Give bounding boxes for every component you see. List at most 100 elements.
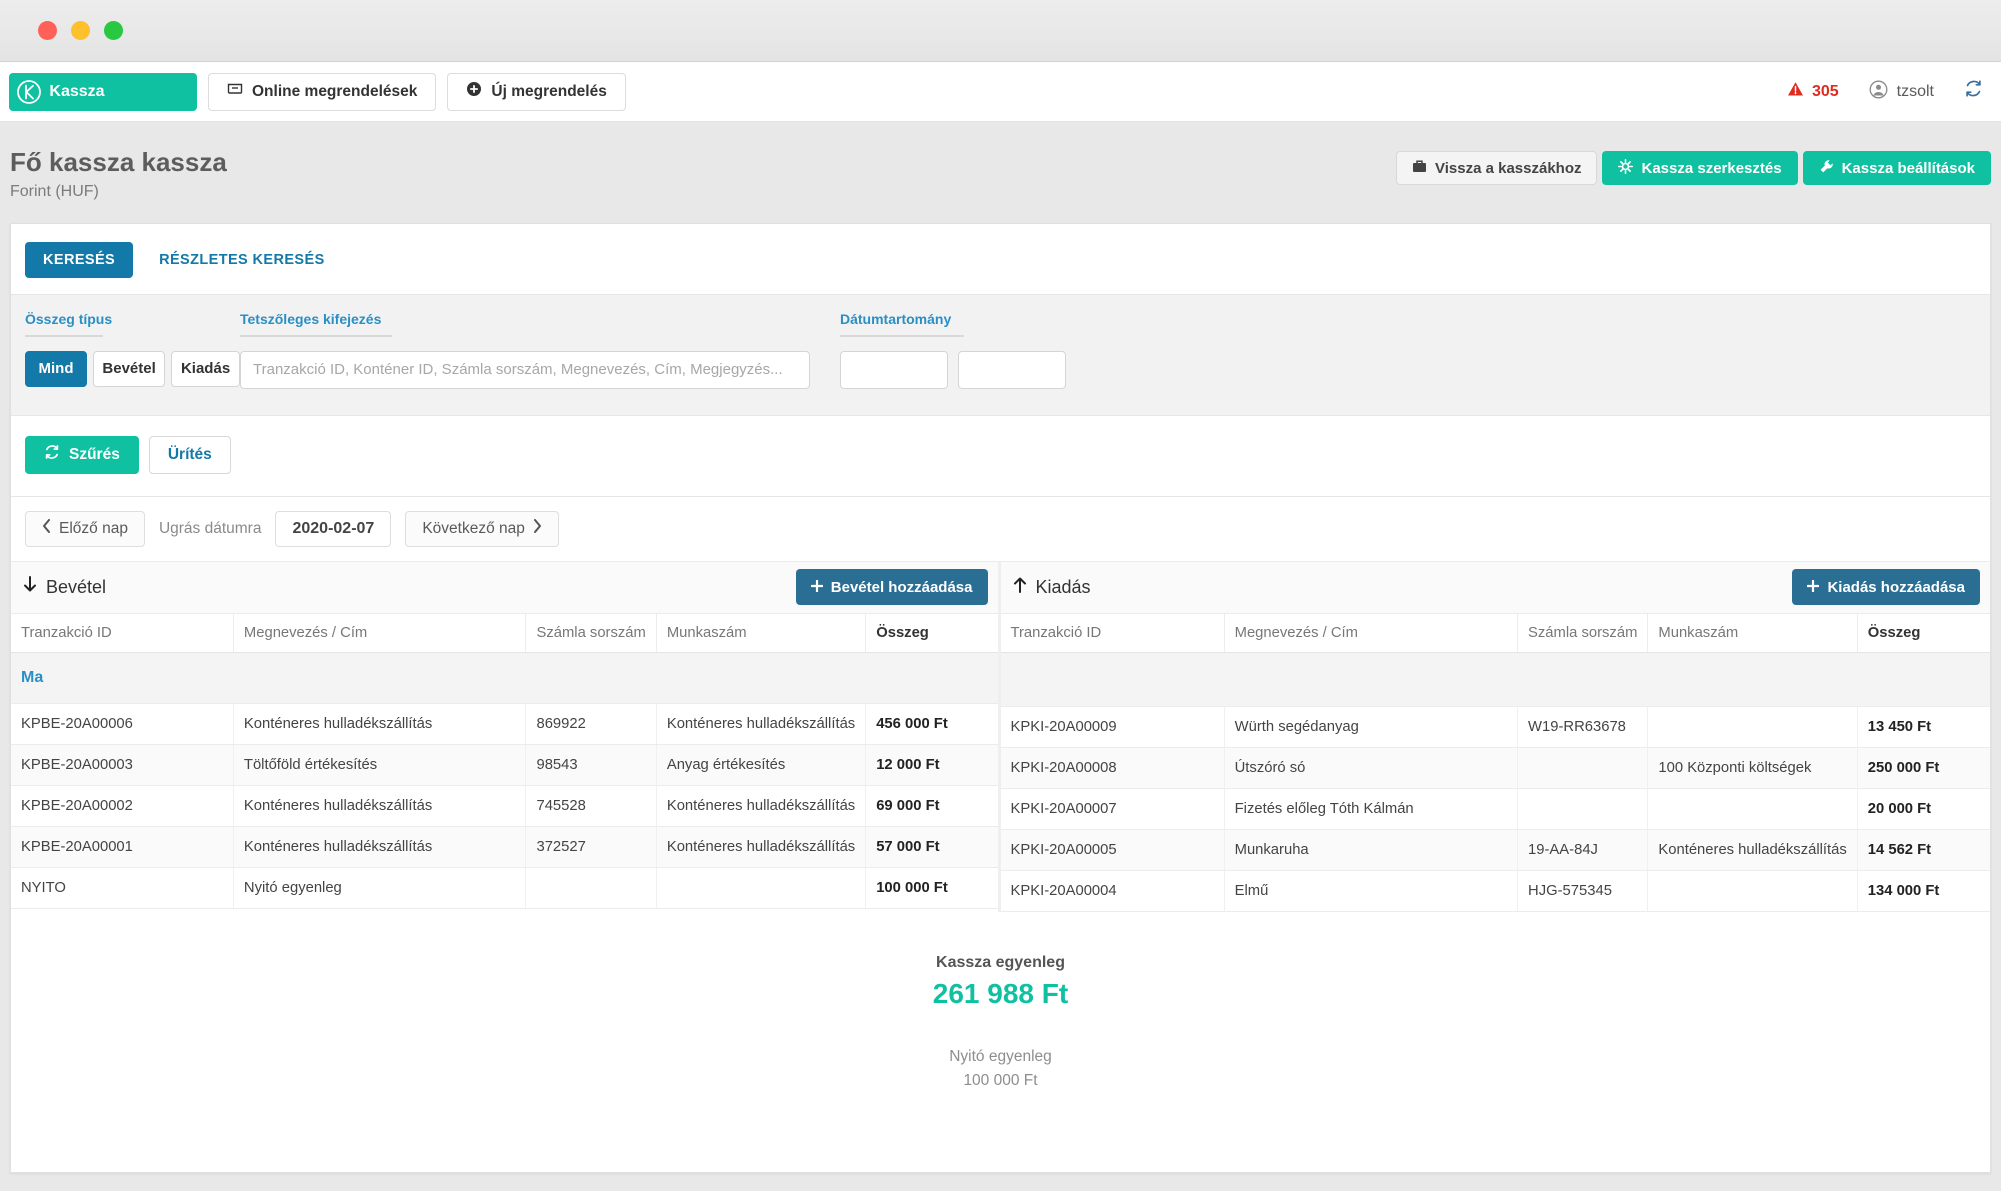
date-picker-field[interactable]: 2020-02-07 xyxy=(275,510,392,547)
table-row[interactable]: KPKI-20A00007 Fizetés előleg Tóth Kálmán… xyxy=(1000,788,1990,830)
arrow-up-icon xyxy=(1013,576,1027,598)
inbox-icon xyxy=(227,82,243,102)
arrow-down-icon xyxy=(23,576,37,598)
next-day-button[interactable]: Következő nap xyxy=(405,510,559,547)
search-tabs: KERESÉS RÉSZLETES KERESÉS xyxy=(11,224,1990,294)
window-maximize-button[interactable] xyxy=(104,21,123,40)
previous-day-label: Előző nap xyxy=(59,519,128,537)
col-name-address: Megnevezés / Cím xyxy=(1224,613,1519,653)
cell-amount: 13 450 Ft xyxy=(1857,706,1990,748)
search-input[interactable] xyxy=(240,350,810,389)
income-table: Tranzakció ID Megnevezés / Cím Számla so… xyxy=(11,613,998,909)
user-menu[interactable]: tzsolt xyxy=(1869,80,1934,104)
tab-search[interactable]: KERESÉS xyxy=(25,241,134,278)
cell-invoice xyxy=(1517,788,1649,830)
cell-transaction-id: KPBE-20A00003 xyxy=(11,744,234,786)
income-group-header: Ma xyxy=(11,652,998,704)
cashdesk-settings-button[interactable]: Kassza beállítások xyxy=(1802,151,1991,185)
cell-amount: 57 000 Ft xyxy=(865,826,998,868)
add-expense-button[interactable]: Kiadás hozzáadása xyxy=(1792,569,1980,605)
filter-button[interactable]: Szűrés xyxy=(25,435,139,474)
expense-group-label xyxy=(1000,652,1990,707)
table-row[interactable]: KPBE-20A00001 Konténeres hulladékszállít… xyxy=(11,826,998,868)
cell-transaction-id: KPBE-20A00006 xyxy=(11,703,234,745)
warning-badge[interactable]: 305 xyxy=(1787,81,1839,102)
amount-type-segmented: Mind Bevétel Kiadás xyxy=(25,350,240,387)
back-to-cashdesks-button[interactable]: Vissza a kasszákhoz xyxy=(1396,151,1598,185)
cell-amount: 134 000 Ft xyxy=(1857,870,1990,912)
refresh-icon[interactable] xyxy=(1964,79,1983,104)
add-income-button[interactable]: Bevétel hozzáadása xyxy=(795,569,988,605)
table-row[interactable]: KPBE-20A00002 Konténeres hulladékszállít… xyxy=(11,785,998,827)
date-from-input[interactable] xyxy=(840,350,948,389)
table-row[interactable]: KPBE-20A00003 Töltőföld értékesítés 9854… xyxy=(11,744,998,786)
cell-transaction-id: KPBE-20A00001 xyxy=(11,826,234,868)
chevron-right-icon xyxy=(533,519,542,538)
clear-button[interactable]: Ürítés xyxy=(148,435,231,474)
cell-transaction-id: KPKI-20A00004 xyxy=(1000,870,1225,912)
page-header-titles: Fő kassza kassza Forint (HUF) xyxy=(10,146,227,201)
amount-type-expense[interactable]: Kiadás xyxy=(171,350,240,387)
table-row[interactable]: KPBE-20A00006 Konténeres hulladékszállít… xyxy=(11,703,998,745)
amount-type-income[interactable]: Bevétel xyxy=(93,350,166,387)
cell-job: Konténeres hulladékszállítás xyxy=(656,785,867,827)
cell-invoice: 372527 xyxy=(525,826,657,868)
briefcase-icon xyxy=(1412,159,1427,177)
expense-group-header xyxy=(1000,652,1990,707)
page-header: Fő kassza kassza Forint (HUF) Vissza a k… xyxy=(0,122,2001,223)
cell-amount: 14 562 Ft xyxy=(1857,829,1990,871)
filter-button-label: Szűrés xyxy=(69,445,120,463)
filter-free-text-label: Tetszőleges kifejezés xyxy=(240,310,382,327)
table-row[interactable]: KPKI-20A00005 Munkaruha 19-AA-84J Kontén… xyxy=(1000,829,1990,871)
filter-date-range: Dátumtartomány xyxy=(840,311,1066,389)
warning-count: 305 xyxy=(1811,82,1839,100)
plus-circle-icon xyxy=(466,81,482,102)
date-range-inputs xyxy=(840,350,1066,389)
table-row[interactable]: KPKI-20A00009 Würth segédanyag W19-RR636… xyxy=(1000,706,1990,748)
transaction-tables: Bevétel Bevétel hozzáadása Tranzakció ID… xyxy=(11,560,1990,912)
nav-button-online-orders[interactable]: Online megrendelések xyxy=(208,72,437,111)
edit-cashdesk-button[interactable]: Kassza szerkesztés xyxy=(1602,151,1798,185)
cell-job xyxy=(1647,870,1858,912)
previous-day-button[interactable]: Előző nap xyxy=(25,510,145,547)
opening-balance-label: Nyitó egyenleg xyxy=(949,1047,1052,1065)
opening-balance-value: 100 000 Ft xyxy=(963,1071,1038,1089)
cell-name: Würth segédanyag xyxy=(1224,706,1519,748)
refresh-icon xyxy=(44,444,60,465)
income-table-header-row: Tranzakció ID Megnevezés / Cím Számla so… xyxy=(11,613,998,653)
cell-transaction-id: KPKI-20A00007 xyxy=(1000,788,1225,830)
col-amount: Összeg xyxy=(1857,613,1990,653)
cell-transaction-id: KPKI-20A00009 xyxy=(1000,706,1225,748)
cell-name: Konténeres hulladékszállítás xyxy=(233,785,527,827)
table-row[interactable]: KPKI-20A00008 Útszóró só 100 Központi kö… xyxy=(1000,747,1990,789)
date-to-input[interactable] xyxy=(958,350,1066,389)
cell-name: Nyitó egyenleg xyxy=(233,867,527,909)
expense-title-group: Kiadás xyxy=(1013,576,1091,598)
income-toolbar: Bevétel Bevétel hozzáadása xyxy=(11,561,998,614)
nav-button-kassza[interactable]: Kassza xyxy=(9,72,197,111)
window-titlebar xyxy=(0,0,2001,62)
nav-button-new-order[interactable]: Új megrendelés xyxy=(447,72,626,111)
table-row[interactable]: KPKI-20A00004 Elmű HJG-575345 134 000 Ft xyxy=(1000,870,1990,912)
income-title: Bevétel xyxy=(46,576,107,597)
amount-type-all[interactable]: Mind xyxy=(25,350,87,387)
nav-button-kassza-label: Kassza xyxy=(49,82,105,100)
filter-date-range-label: Dátumtartomány xyxy=(840,310,952,327)
warning-triangle-icon xyxy=(1787,81,1804,102)
window-close-button[interactable] xyxy=(38,21,57,40)
user-name: tzsolt xyxy=(1896,82,1934,100)
filter-amount-type: Összeg típus Mind Bevétel Kiadás xyxy=(25,311,240,389)
table-row[interactable]: NYITO Nyitó egyenleg 100 000 Ft xyxy=(11,867,998,909)
main-card: KERESÉS RÉSZLETES KERESÉS Összeg típus M… xyxy=(10,222,1991,1173)
cell-invoice xyxy=(1517,747,1649,789)
cell-transaction-id: NYITO xyxy=(11,867,234,909)
col-invoice-number: Számla sorszám xyxy=(1517,613,1649,653)
cell-amount: 250 000 Ft xyxy=(1857,747,1990,789)
col-transaction-id: Tranzakció ID xyxy=(1000,613,1225,653)
tab-detailed-search[interactable]: RÉSZLETES KERESÉS xyxy=(159,251,325,268)
cashdesk-settings-label: Kassza beállítások xyxy=(1841,159,1975,177)
expense-pane: Kiadás Kiadás hozzáadása Tranzakció ID M… xyxy=(1000,561,1990,912)
col-job-number: Munkaszám xyxy=(1647,613,1858,653)
expense-table: Tranzakció ID Megnevezés / Cím Számla so… xyxy=(1000,613,1990,912)
window-minimize-button[interactable] xyxy=(71,21,90,40)
